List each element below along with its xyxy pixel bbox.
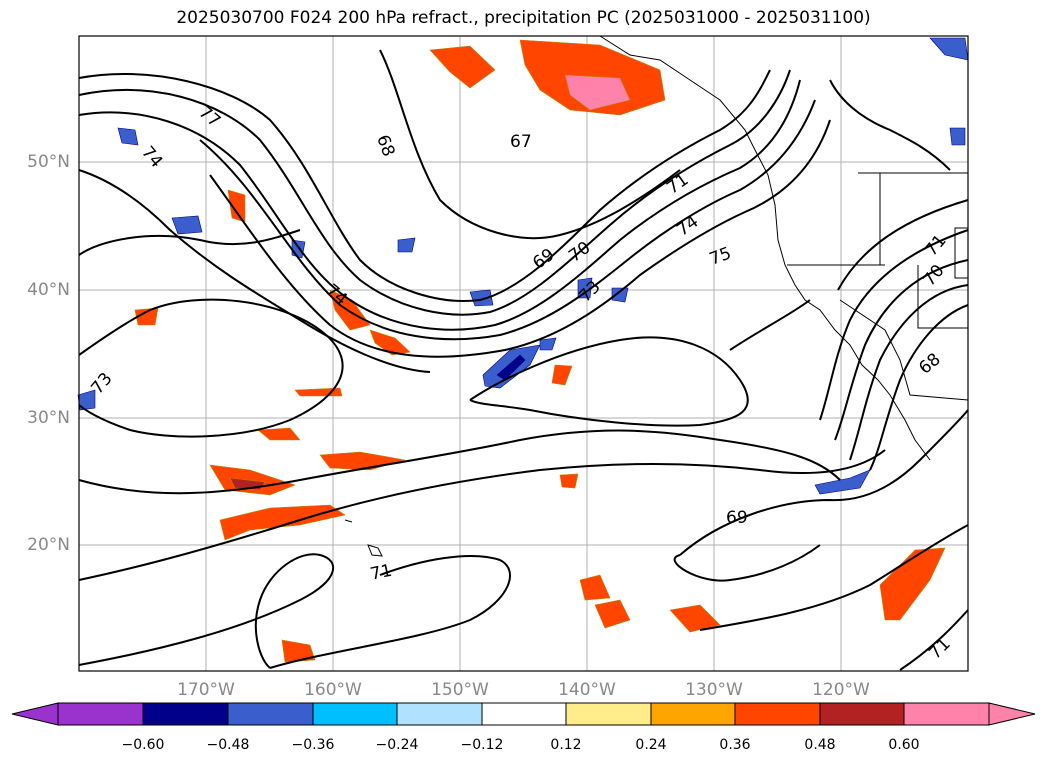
contour-label: 70 (919, 261, 948, 290)
lat-tick-label: 30°N (27, 408, 70, 428)
lon-tick-label: 160°W (304, 680, 362, 700)
colorbar-segment (142, 702, 229, 726)
colorbar-segment (57, 702, 144, 726)
precip-negative (77, 37, 969, 495)
contour-label: 68 (915, 349, 944, 378)
colorbar-segment (227, 702, 314, 726)
colorbar-tick-label: 0.12 (550, 737, 582, 753)
contour-label: 69 (726, 508, 748, 528)
lat-tick-label: 50°N (27, 152, 70, 172)
contour-label: 71 (921, 231, 950, 260)
map-frame (78, 35, 969, 672)
map-title: 2025030700 F024 200 hPa refract., precip… (176, 8, 871, 28)
colorbar-tick-label: −0.12 (460, 737, 504, 753)
contour-label: 74 (137, 142, 166, 171)
colorbar-extend-low (11, 702, 59, 726)
lat-tick-label: 20°N (27, 535, 70, 555)
lon-tick-label: 120°W (812, 680, 870, 700)
colorbar-tick-label: −0.24 (375, 737, 419, 753)
colorbar (11, 702, 1036, 726)
colorbar-tick-label: 0.60 (888, 737, 920, 753)
precip-positive (134, 39, 946, 663)
colorbar-segment (396, 702, 483, 726)
lon-tick-label: 140°W (558, 680, 616, 700)
colorbar-tick-label: 0.36 (719, 737, 751, 753)
colorbar-segment (565, 702, 652, 726)
colorbar-tick-label: 0.48 (804, 737, 836, 753)
colorbar-tick-label: −0.36 (291, 737, 335, 753)
refractivity-contours (78, 49, 969, 671)
lon-tick-label: 170°W (177, 680, 235, 700)
colorbar-tick-label: −0.48 (206, 737, 250, 753)
colorbar-segment (819, 702, 905, 726)
colorbar-segment (903, 702, 990, 726)
contour-label: 67 (510, 132, 532, 152)
contour-label: 75 (707, 244, 734, 270)
coastlines (344, 35, 969, 557)
contour-label: 71 (925, 634, 954, 663)
colorbar-segment (481, 702, 567, 726)
colorbar-segment (312, 702, 398, 726)
contour-label: 68 (372, 132, 398, 159)
contour-label: 77 (195, 102, 224, 131)
lat-tick-label: 40°N (27, 280, 70, 300)
colorbar-extend-high (988, 702, 1036, 726)
colorbar-segment (734, 702, 821, 726)
colorbar-segment (650, 702, 736, 726)
colorbar-tick-label: 0.24 (635, 737, 667, 753)
lon-tick-label: 130°W (685, 680, 743, 700)
lon-tick-label: 150°W (431, 680, 489, 700)
contour-label: 69 (529, 245, 558, 274)
colorbar-tick-label: −0.60 (121, 737, 165, 753)
contour-label: 71 (369, 561, 394, 585)
